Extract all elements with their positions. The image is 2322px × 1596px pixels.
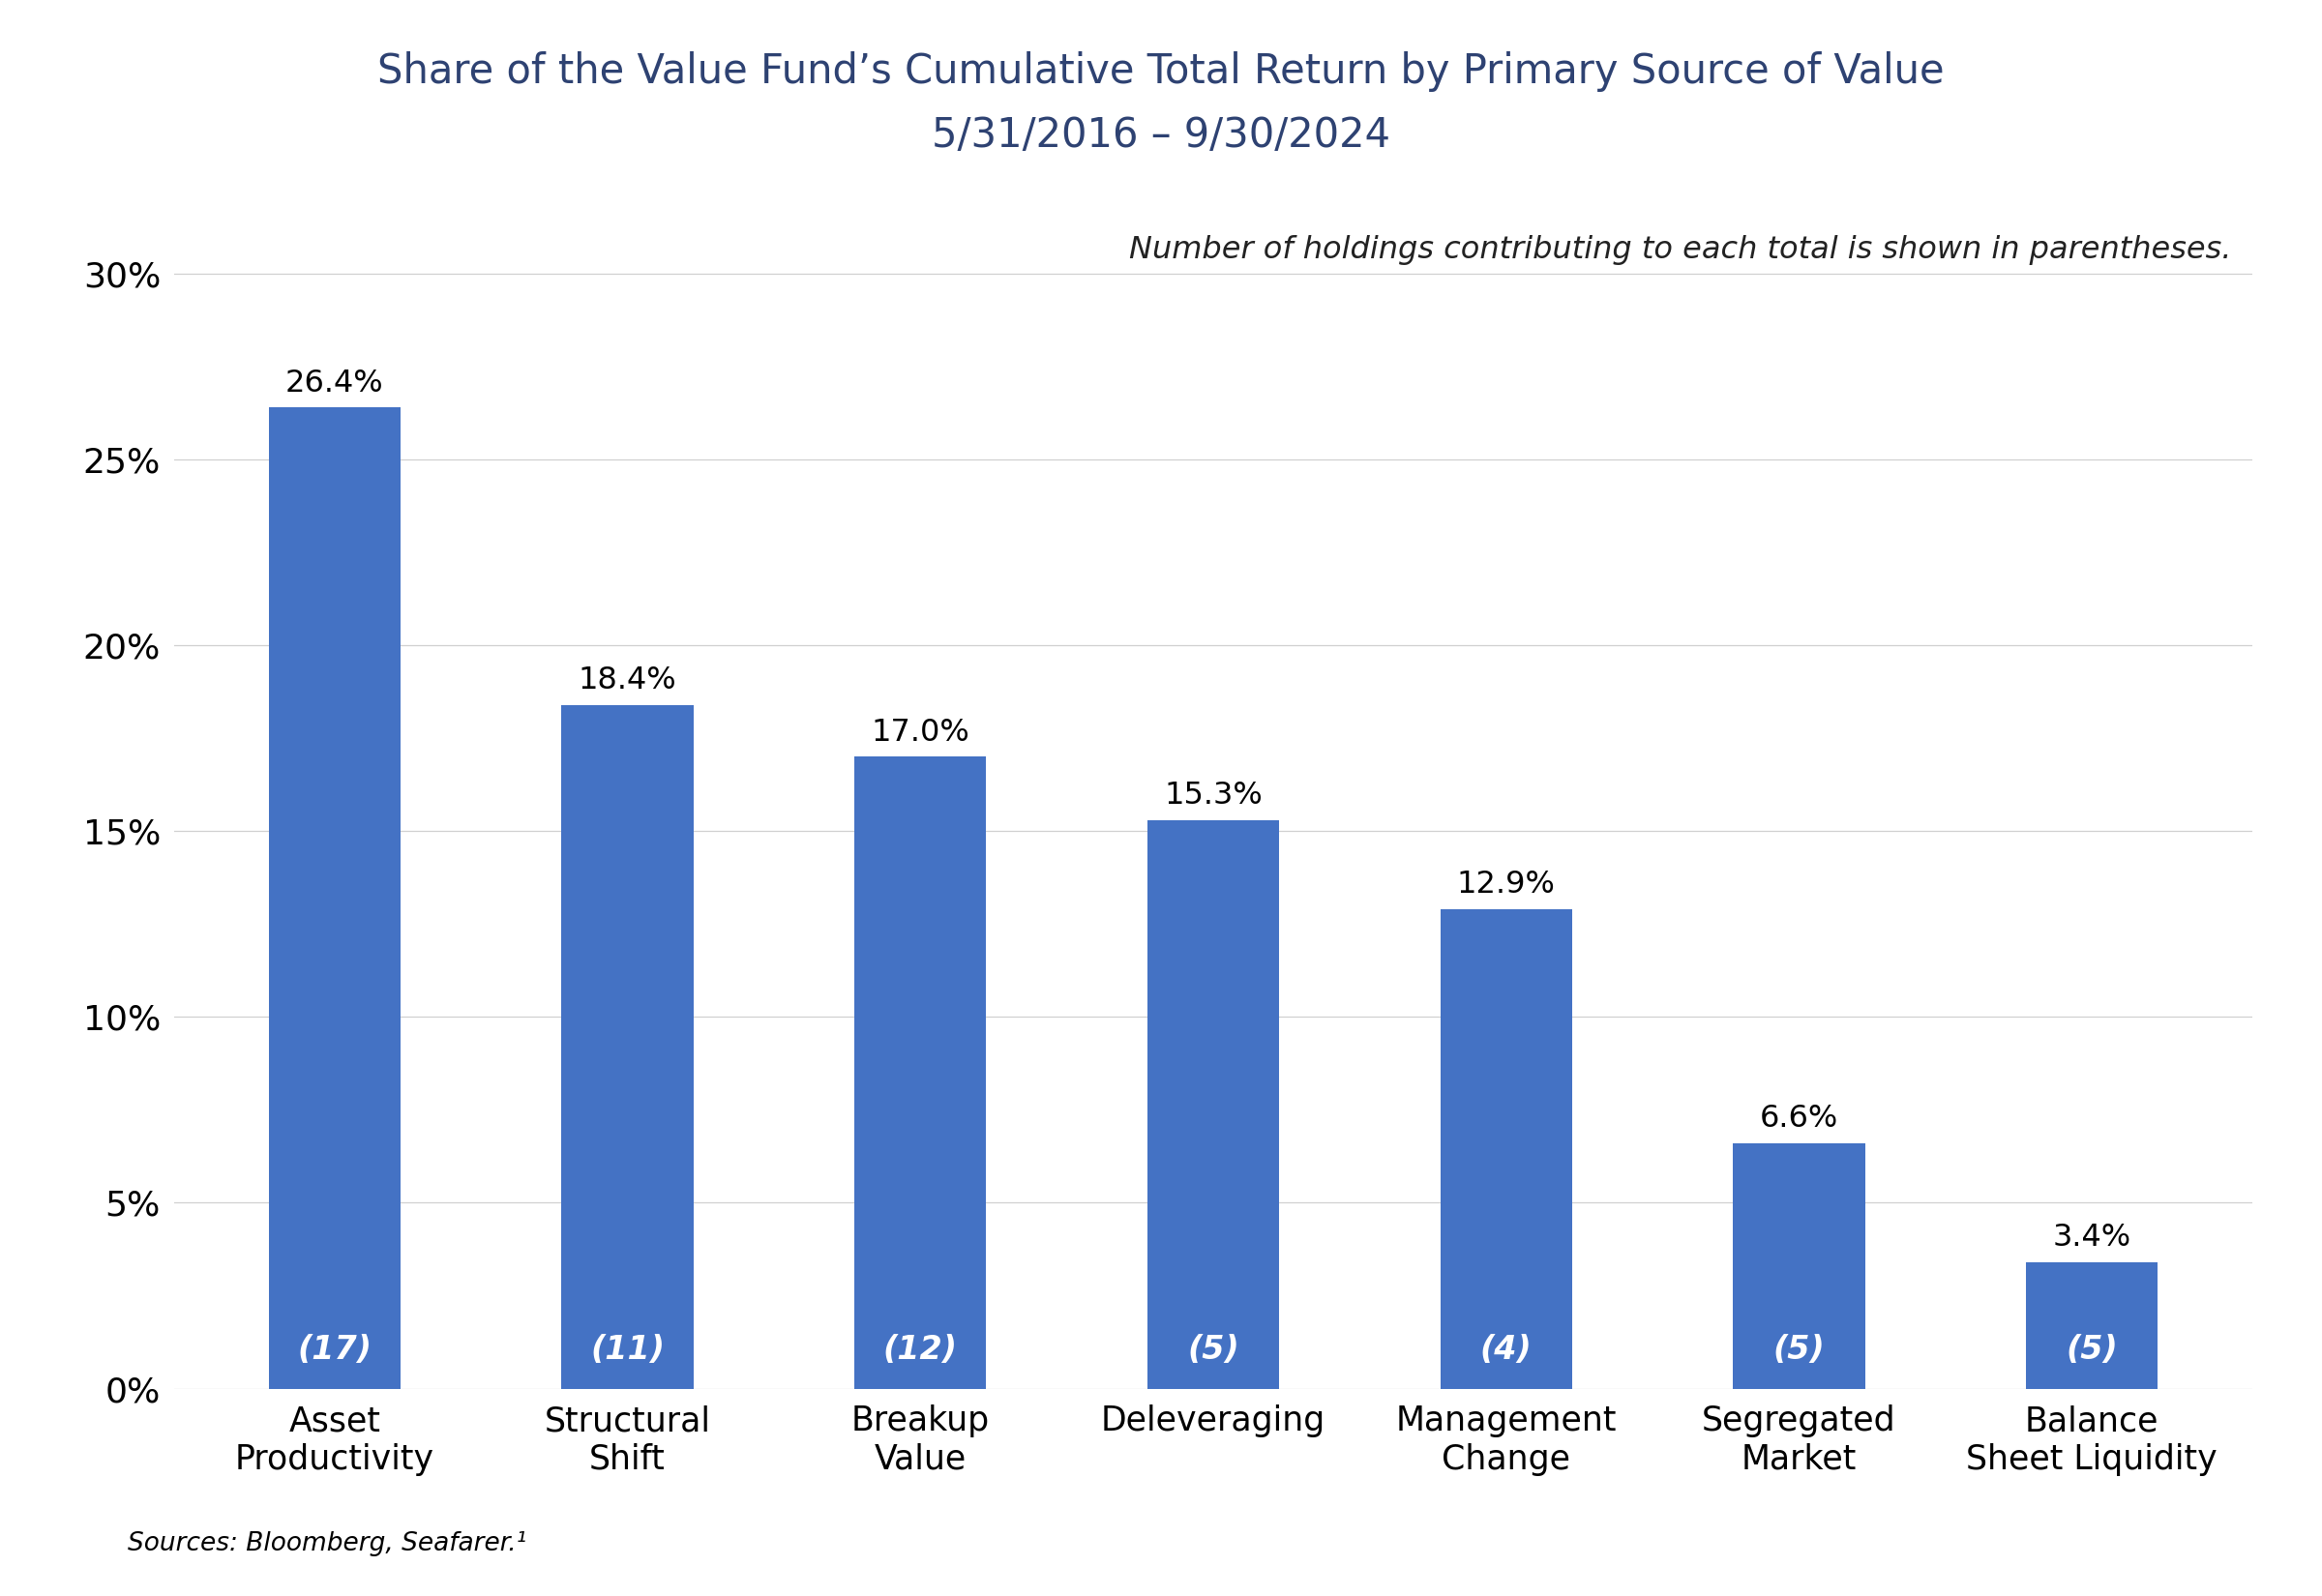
Text: 17.0%: 17.0% [871, 718, 971, 747]
Bar [854, 757, 987, 1389]
Text: (17): (17) [297, 1334, 372, 1366]
Text: (5): (5) [1774, 1334, 1825, 1366]
Text: Number of holdings contributing to each total is shown in parentheses.: Number of holdings contributing to each … [1128, 235, 2231, 265]
Text: (5): (5) [2067, 1334, 2118, 1366]
Text: 6.6%: 6.6% [1760, 1104, 1839, 1135]
Bar [2027, 1262, 2157, 1389]
Text: 26.4%: 26.4% [286, 369, 383, 399]
Bar [269, 407, 399, 1389]
Bar [1440, 910, 1572, 1389]
Text: 3.4%: 3.4% [2053, 1223, 2132, 1253]
Bar [562, 705, 694, 1389]
Text: (12): (12) [882, 1334, 957, 1366]
Text: (5): (5) [1187, 1334, 1240, 1366]
Text: 12.9%: 12.9% [1456, 870, 1556, 900]
Text: Share of the Value Fund’s Cumulative Total Return by Primary Source of Value: Share of the Value Fund’s Cumulative Tot… [378, 51, 1944, 93]
Text: 5/31/2016 – 9/30/2024: 5/31/2016 – 9/30/2024 [931, 115, 1391, 156]
Bar [1147, 820, 1279, 1389]
Text: 15.3%: 15.3% [1163, 780, 1263, 811]
Text: (11): (11) [590, 1334, 664, 1366]
Text: 18.4%: 18.4% [578, 666, 676, 696]
Text: Sources: Bloomberg, Seafarer.¹: Sources: Bloomberg, Seafarer.¹ [128, 1531, 527, 1556]
Bar [1732, 1143, 1865, 1389]
Text: (4): (4) [1479, 1334, 1533, 1366]
